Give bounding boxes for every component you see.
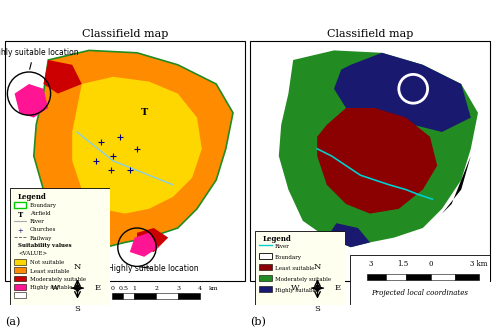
Polygon shape — [442, 156, 471, 214]
Bar — [14, 292, 26, 298]
Bar — [14, 259, 26, 265]
Text: 0.5: 0.5 — [118, 286, 128, 291]
Polygon shape — [34, 50, 233, 247]
Bar — [14, 276, 26, 281]
Bar — [455, 274, 479, 280]
Bar — [14, 284, 26, 289]
Text: Legend: Legend — [262, 235, 291, 243]
Bar — [14, 202, 26, 208]
Text: T: T — [18, 211, 22, 219]
Text: Suitability values: Suitability values — [18, 243, 72, 248]
FancyBboxPatch shape — [255, 231, 345, 305]
Title: Classifield map: Classifield map — [327, 28, 413, 39]
Text: 3: 3 — [176, 286, 180, 291]
Polygon shape — [317, 108, 437, 214]
Text: 4: 4 — [198, 286, 202, 291]
Text: 3: 3 — [369, 260, 373, 268]
Text: 1.5: 1.5 — [398, 260, 409, 268]
Polygon shape — [334, 53, 471, 132]
Bar — [386, 274, 406, 280]
Text: (a): (a) — [5, 317, 20, 327]
Bar — [112, 293, 123, 299]
Text: S: S — [314, 305, 320, 313]
Text: River: River — [30, 219, 45, 224]
Text: km: km — [209, 286, 218, 291]
Text: Moderately suitable: Moderately suitable — [30, 277, 86, 282]
Bar — [258, 286, 272, 292]
Bar — [258, 275, 272, 281]
Text: Highly suitable location: Highly suitable location — [0, 48, 79, 69]
Text: T: T — [140, 108, 148, 117]
Bar — [156, 293, 178, 299]
Text: N: N — [314, 263, 321, 271]
Bar — [178, 293, 200, 299]
Text: S: S — [74, 305, 80, 313]
Text: E: E — [335, 284, 341, 292]
FancyBboxPatch shape — [350, 255, 490, 305]
FancyBboxPatch shape — [10, 188, 110, 305]
Text: Not suitable: Not suitable — [30, 260, 64, 265]
Polygon shape — [14, 84, 48, 118]
Text: Legend: Legend — [18, 194, 47, 201]
FancyBboxPatch shape — [250, 41, 490, 281]
Polygon shape — [279, 50, 478, 247]
Title: Classifield map: Classifield map — [82, 28, 168, 39]
Polygon shape — [130, 233, 158, 257]
Text: (b): (b) — [250, 317, 266, 327]
Polygon shape — [72, 77, 202, 214]
Bar — [258, 253, 272, 259]
Bar — [123, 293, 134, 299]
Text: Railway: Railway — [30, 236, 52, 241]
Bar — [406, 274, 431, 280]
Text: 1: 1 — [132, 286, 136, 291]
Text: +: + — [17, 227, 23, 236]
Bar — [367, 274, 386, 280]
Bar — [258, 264, 272, 270]
Text: E: E — [95, 284, 101, 292]
Text: Highly suitable: Highly suitable — [275, 288, 318, 293]
Bar — [14, 267, 26, 273]
Text: 3 km: 3 km — [470, 260, 488, 268]
Text: W: W — [292, 284, 300, 292]
Text: Least suitable: Least suitable — [275, 266, 314, 271]
Polygon shape — [137, 228, 168, 252]
Text: <VALUE>: <VALUE> — [18, 251, 47, 256]
Text: 2: 2 — [154, 286, 158, 291]
Text: W: W — [52, 284, 60, 292]
Bar — [431, 274, 455, 280]
Text: Moderately suitable: Moderately suitable — [275, 277, 331, 282]
Polygon shape — [44, 60, 82, 93]
Text: Least suitable: Least suitable — [30, 269, 70, 273]
Text: Highly suitable: Highly suitable — [30, 285, 72, 290]
Text: River: River — [275, 244, 289, 249]
Text: Boundary: Boundary — [275, 255, 302, 260]
Text: Boundary: Boundary — [30, 203, 57, 208]
Text: 0: 0 — [110, 286, 114, 291]
Text: Airfield: Airfield — [30, 211, 50, 216]
FancyBboxPatch shape — [5, 41, 245, 281]
Text: Churches: Churches — [30, 227, 56, 232]
Text: 0: 0 — [429, 260, 434, 268]
Polygon shape — [327, 223, 370, 247]
Text: Highly suitable location: Highly suitable location — [108, 264, 199, 273]
Text: Projected local coordinates: Projected local coordinates — [372, 289, 468, 297]
Bar — [134, 293, 156, 299]
Text: N: N — [74, 263, 81, 271]
